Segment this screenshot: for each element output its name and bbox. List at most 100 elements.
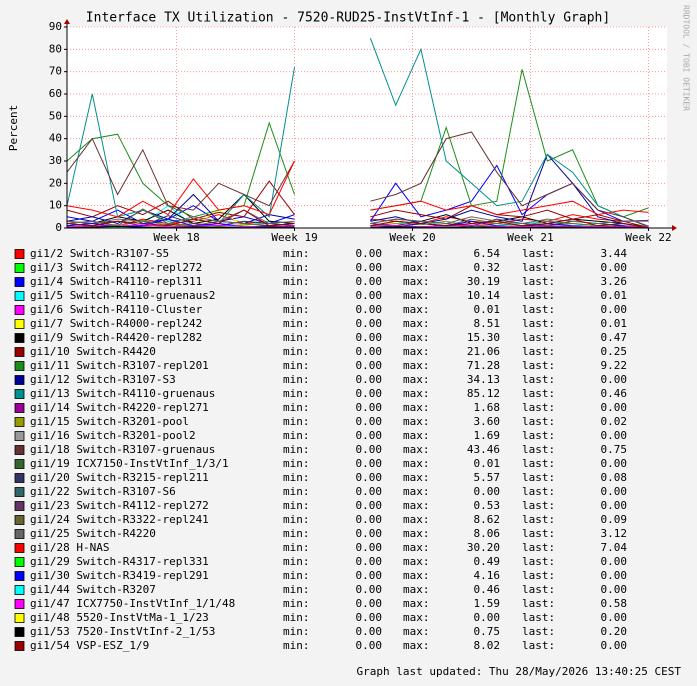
legend-swatch — [14, 585, 25, 595]
legend-swatch — [14, 263, 25, 273]
legend-name: gi1/11 Switch-R3107-repl201 — [30, 359, 209, 372]
legend-swatch — [14, 557, 25, 567]
legend-swatch — [14, 529, 25, 539]
legend-name: gi1/9 Switch-R4420-repl282 — [30, 331, 202, 344]
legend-last: 3.12 — [601, 527, 628, 540]
legend-last: 0.00 — [601, 555, 628, 568]
x-arrow — [672, 225, 677, 231]
legend-last-label: last: — [522, 499, 555, 512]
legend-max-label: max: — [403, 275, 430, 288]
legend-last-label: last: — [522, 387, 555, 400]
legend-max-label: max: — [403, 625, 430, 638]
legend-min: 0.00 — [356, 331, 383, 344]
legend-last: 0.00 — [601, 639, 628, 652]
legend-min: 0.00 — [356, 513, 383, 526]
legend-min-label: min: — [283, 317, 310, 330]
legend-swatch — [14, 417, 25, 427]
legend-min: 0.00 — [356, 569, 383, 582]
legend-min-label: min: — [283, 331, 310, 344]
legend-min: 0.00 — [356, 457, 383, 470]
legend-last-label: last: — [522, 359, 555, 372]
legend-max-label: max: — [403, 457, 430, 470]
y-tick-label: 70 — [49, 65, 62, 78]
legend-name: gi1/23 Switch-R4112-repl272 — [30, 499, 209, 512]
legend-name: gi1/47 ICX7750-InstVtInf_1/1/48 — [30, 597, 235, 610]
y-arrow — [64, 19, 70, 24]
legend-min-label: min: — [283, 513, 310, 526]
legend-min: 0.00 — [356, 247, 383, 260]
legend-last: 0.00 — [601, 569, 628, 582]
watermark: RRDTOOL / TOBI OETIKER — [682, 5, 691, 111]
legend-name: gi1/22 Switch-R3107-S6 — [30, 485, 176, 498]
legend-last-label: last: — [522, 639, 555, 652]
legend-min-label: min: — [283, 611, 310, 624]
legend-min: 0.00 — [356, 443, 383, 456]
legend-name: gi1/13 Switch-R4110-gruenaus — [30, 387, 215, 400]
legend-swatch — [14, 613, 25, 623]
legend-max-label: max: — [403, 303, 430, 316]
legend-max-label: max: — [403, 261, 430, 274]
legend-max: 0.00 — [474, 611, 501, 624]
legend-last: 0.00 — [601, 611, 628, 624]
legend-last-label: last: — [522, 527, 555, 540]
x-tick-label: Week 19 — [271, 231, 317, 244]
legend-swatch — [14, 347, 25, 357]
legend-min-label: min: — [283, 457, 310, 470]
legend-name: gi1/4 Switch-R4110-repl311 — [30, 275, 202, 288]
legend-last: 0.00 — [601, 429, 628, 442]
legend-min-label: min: — [283, 499, 310, 512]
legend-min-label: min: — [283, 345, 310, 358]
legend-name: gi1/53 7520-InstVtInf-2_1/53 — [30, 625, 215, 638]
legend-max: 30.19 — [467, 275, 500, 288]
series-line — [66, 164, 649, 225]
legend-swatch — [14, 249, 25, 259]
legend-last-label: last: — [522, 275, 555, 288]
legend-swatch — [14, 599, 25, 609]
legend-last-label: last: — [522, 429, 555, 442]
y-tick-label: 0 — [55, 221, 62, 234]
legend-max-label: max: — [403, 569, 430, 582]
legend-swatch — [14, 277, 25, 287]
legend-last: 3.44 — [601, 247, 628, 260]
x-tick-label: Week 18 — [153, 231, 199, 244]
legend-last: 0.01 — [601, 317, 628, 330]
legend-last: 0.01 — [601, 289, 628, 302]
legend-last-label: last: — [522, 261, 555, 274]
legend-max: 1.68 — [474, 401, 501, 414]
legend-last: 0.00 — [601, 261, 628, 274]
legend-max-label: max: — [403, 541, 430, 554]
series-line — [66, 224, 649, 228]
legend-last: 0.25 — [601, 345, 628, 358]
x-tick-label: Week 22 — [625, 231, 671, 244]
legend-max-label: max: — [403, 443, 430, 456]
legend-name: gi1/12 Switch-R3107-S3 — [30, 373, 176, 386]
legend-swatch — [14, 333, 25, 343]
series-line — [66, 160, 649, 218]
legend-min: 0.00 — [356, 471, 383, 484]
series-line — [66, 180, 649, 228]
legend-max-label: max: — [403, 597, 430, 610]
legend-min-label: min: — [283, 401, 310, 414]
legend-max: 34.13 — [467, 373, 500, 386]
legend-swatch — [14, 445, 25, 455]
legend-max: 85.12 — [467, 387, 500, 400]
y-tick-label: 80 — [49, 42, 62, 55]
legend-last: 0.00 — [601, 499, 628, 512]
legend-max: 0.49 — [474, 555, 501, 568]
legend-name: gi1/6 Switch-R4110-Cluster — [30, 303, 203, 316]
series-line — [66, 209, 649, 225]
legend-min-label: min: — [283, 597, 310, 610]
legend-last-label: last: — [522, 541, 555, 554]
legend-name: gi1/14 Switch-R4220-repl271 — [30, 401, 209, 414]
legend-min-label: min: — [283, 471, 310, 484]
series-line — [66, 215, 649, 229]
legend-max-label: max: — [403, 331, 430, 344]
legend-max: 1.59 — [474, 597, 501, 610]
legend-last-label: last: — [522, 247, 555, 260]
legend-max: 0.01 — [474, 457, 501, 470]
legend-name: gi1/18 Switch-R3107-gruenaus — [30, 443, 215, 456]
legend-name: gi1/10 Switch-R4420 — [30, 345, 156, 358]
legend-name: gi1/24 Switch-R3322-repl241 — [30, 513, 209, 526]
legend-max: 5.57 — [474, 471, 501, 484]
legend-max-label: max: — [403, 513, 430, 526]
